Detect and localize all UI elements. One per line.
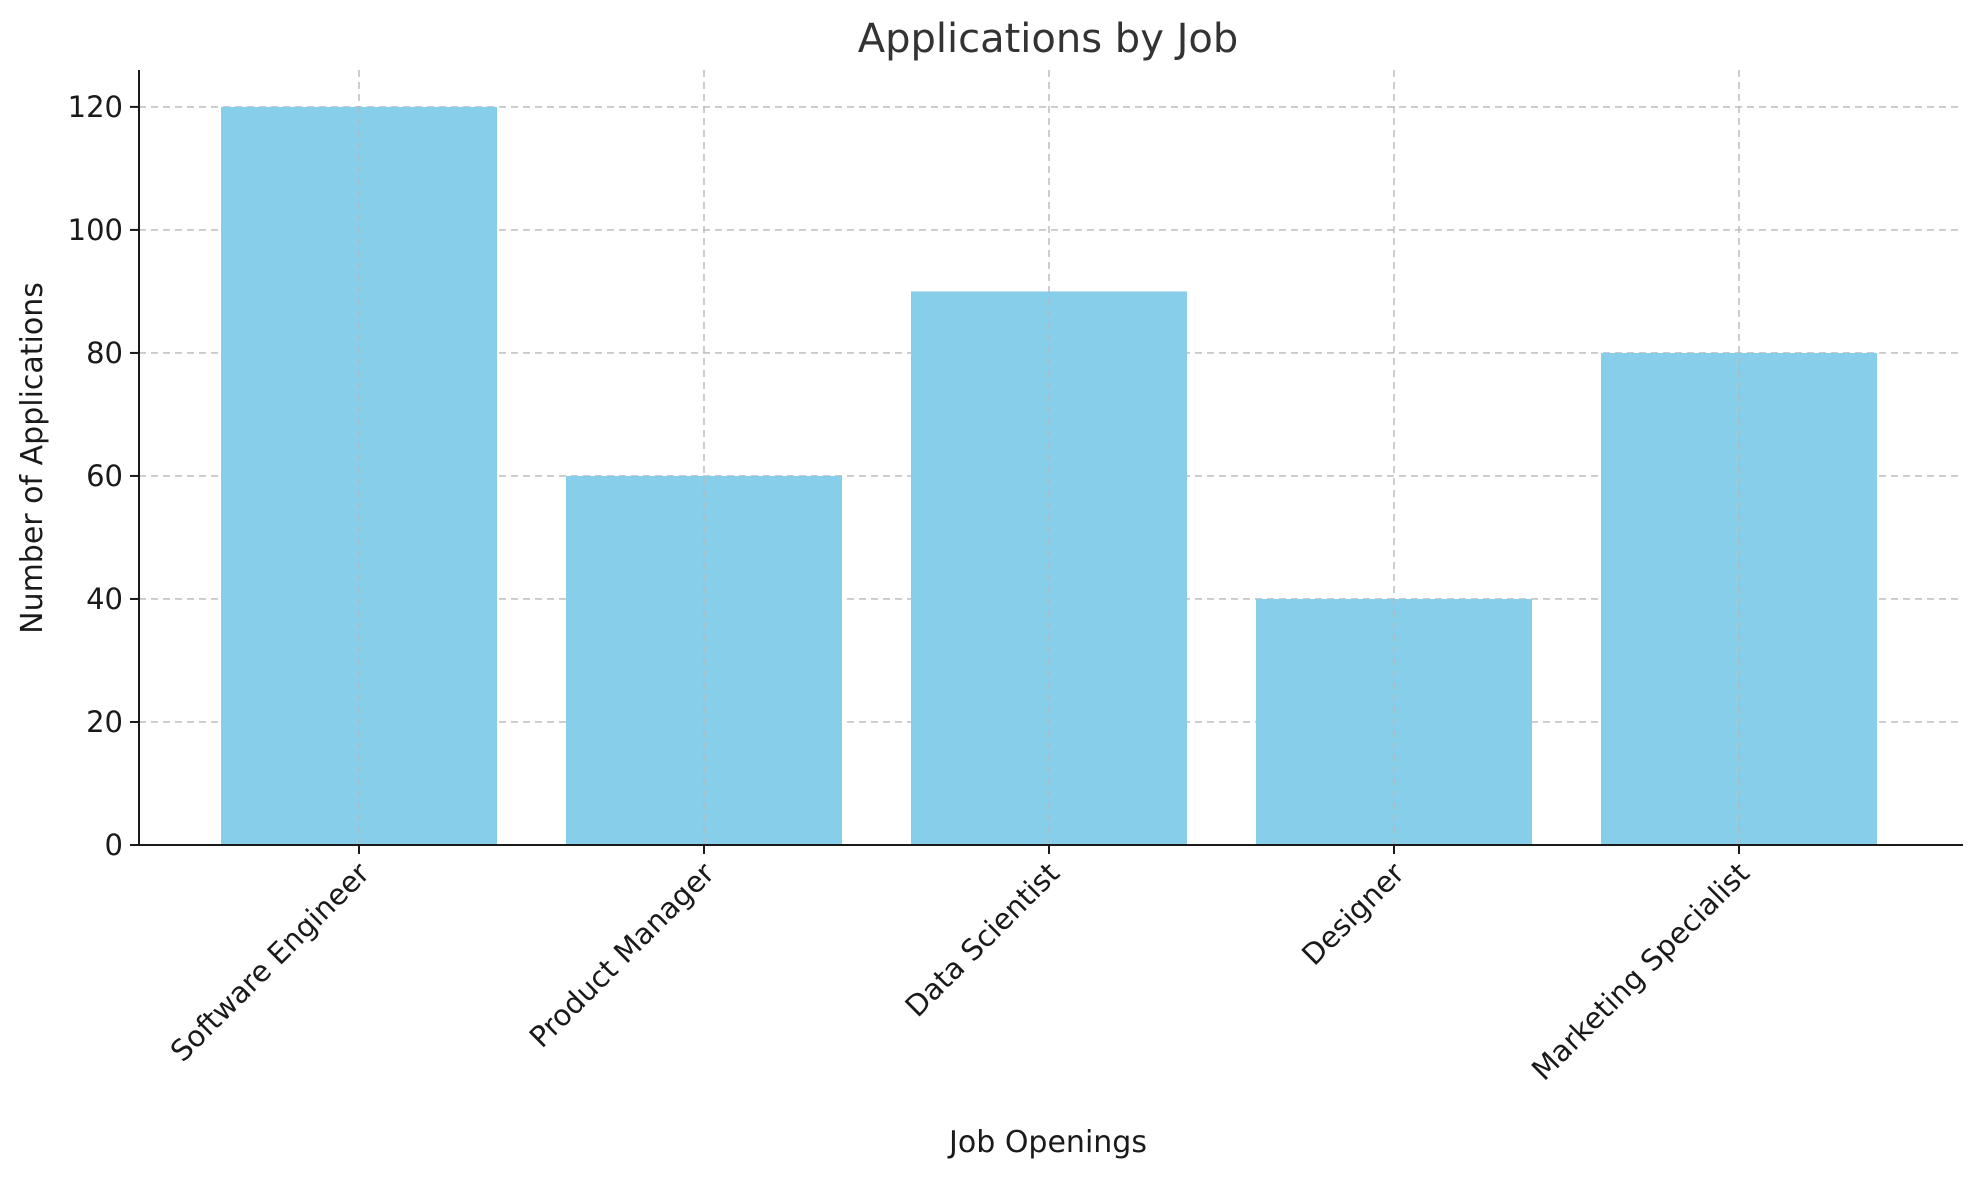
y-tick-label-2: 40 (86, 582, 123, 616)
x-ticks: Software Engineer Product Manager Data Sci… (164, 845, 1756, 1087)
y-tick-label-5: 100 (68, 213, 123, 247)
y-tick-label-4: 80 (86, 336, 123, 370)
x-tick-label-4: Marketing Specialist (1525, 856, 1756, 1087)
y-tick-label-6: 120 (68, 90, 123, 124)
y-axis-label: Number of Applications (15, 282, 50, 634)
x-tick-label-1: Product Manager (523, 856, 721, 1054)
y-tick-label-0: 0 (105, 828, 123, 862)
chart-title: Applications by Job (858, 16, 1239, 62)
x-axis-label: Job Openings (947, 1125, 1147, 1160)
x-tick-label-0: Software Engineer (164, 856, 376, 1068)
y-ticks: 0 20 40 60 80 100 120 (68, 90, 139, 862)
axes-layer (138, 70, 1963, 846)
y-tick-label-1: 20 (86, 705, 123, 739)
x-tick-label-2: Data Scientist (898, 856, 1066, 1024)
y-tick-label-3: 60 (86, 459, 123, 493)
x-tick-label-3: Designer (1295, 856, 1411, 972)
vertical-grid-layer (358, 70, 1740, 845)
